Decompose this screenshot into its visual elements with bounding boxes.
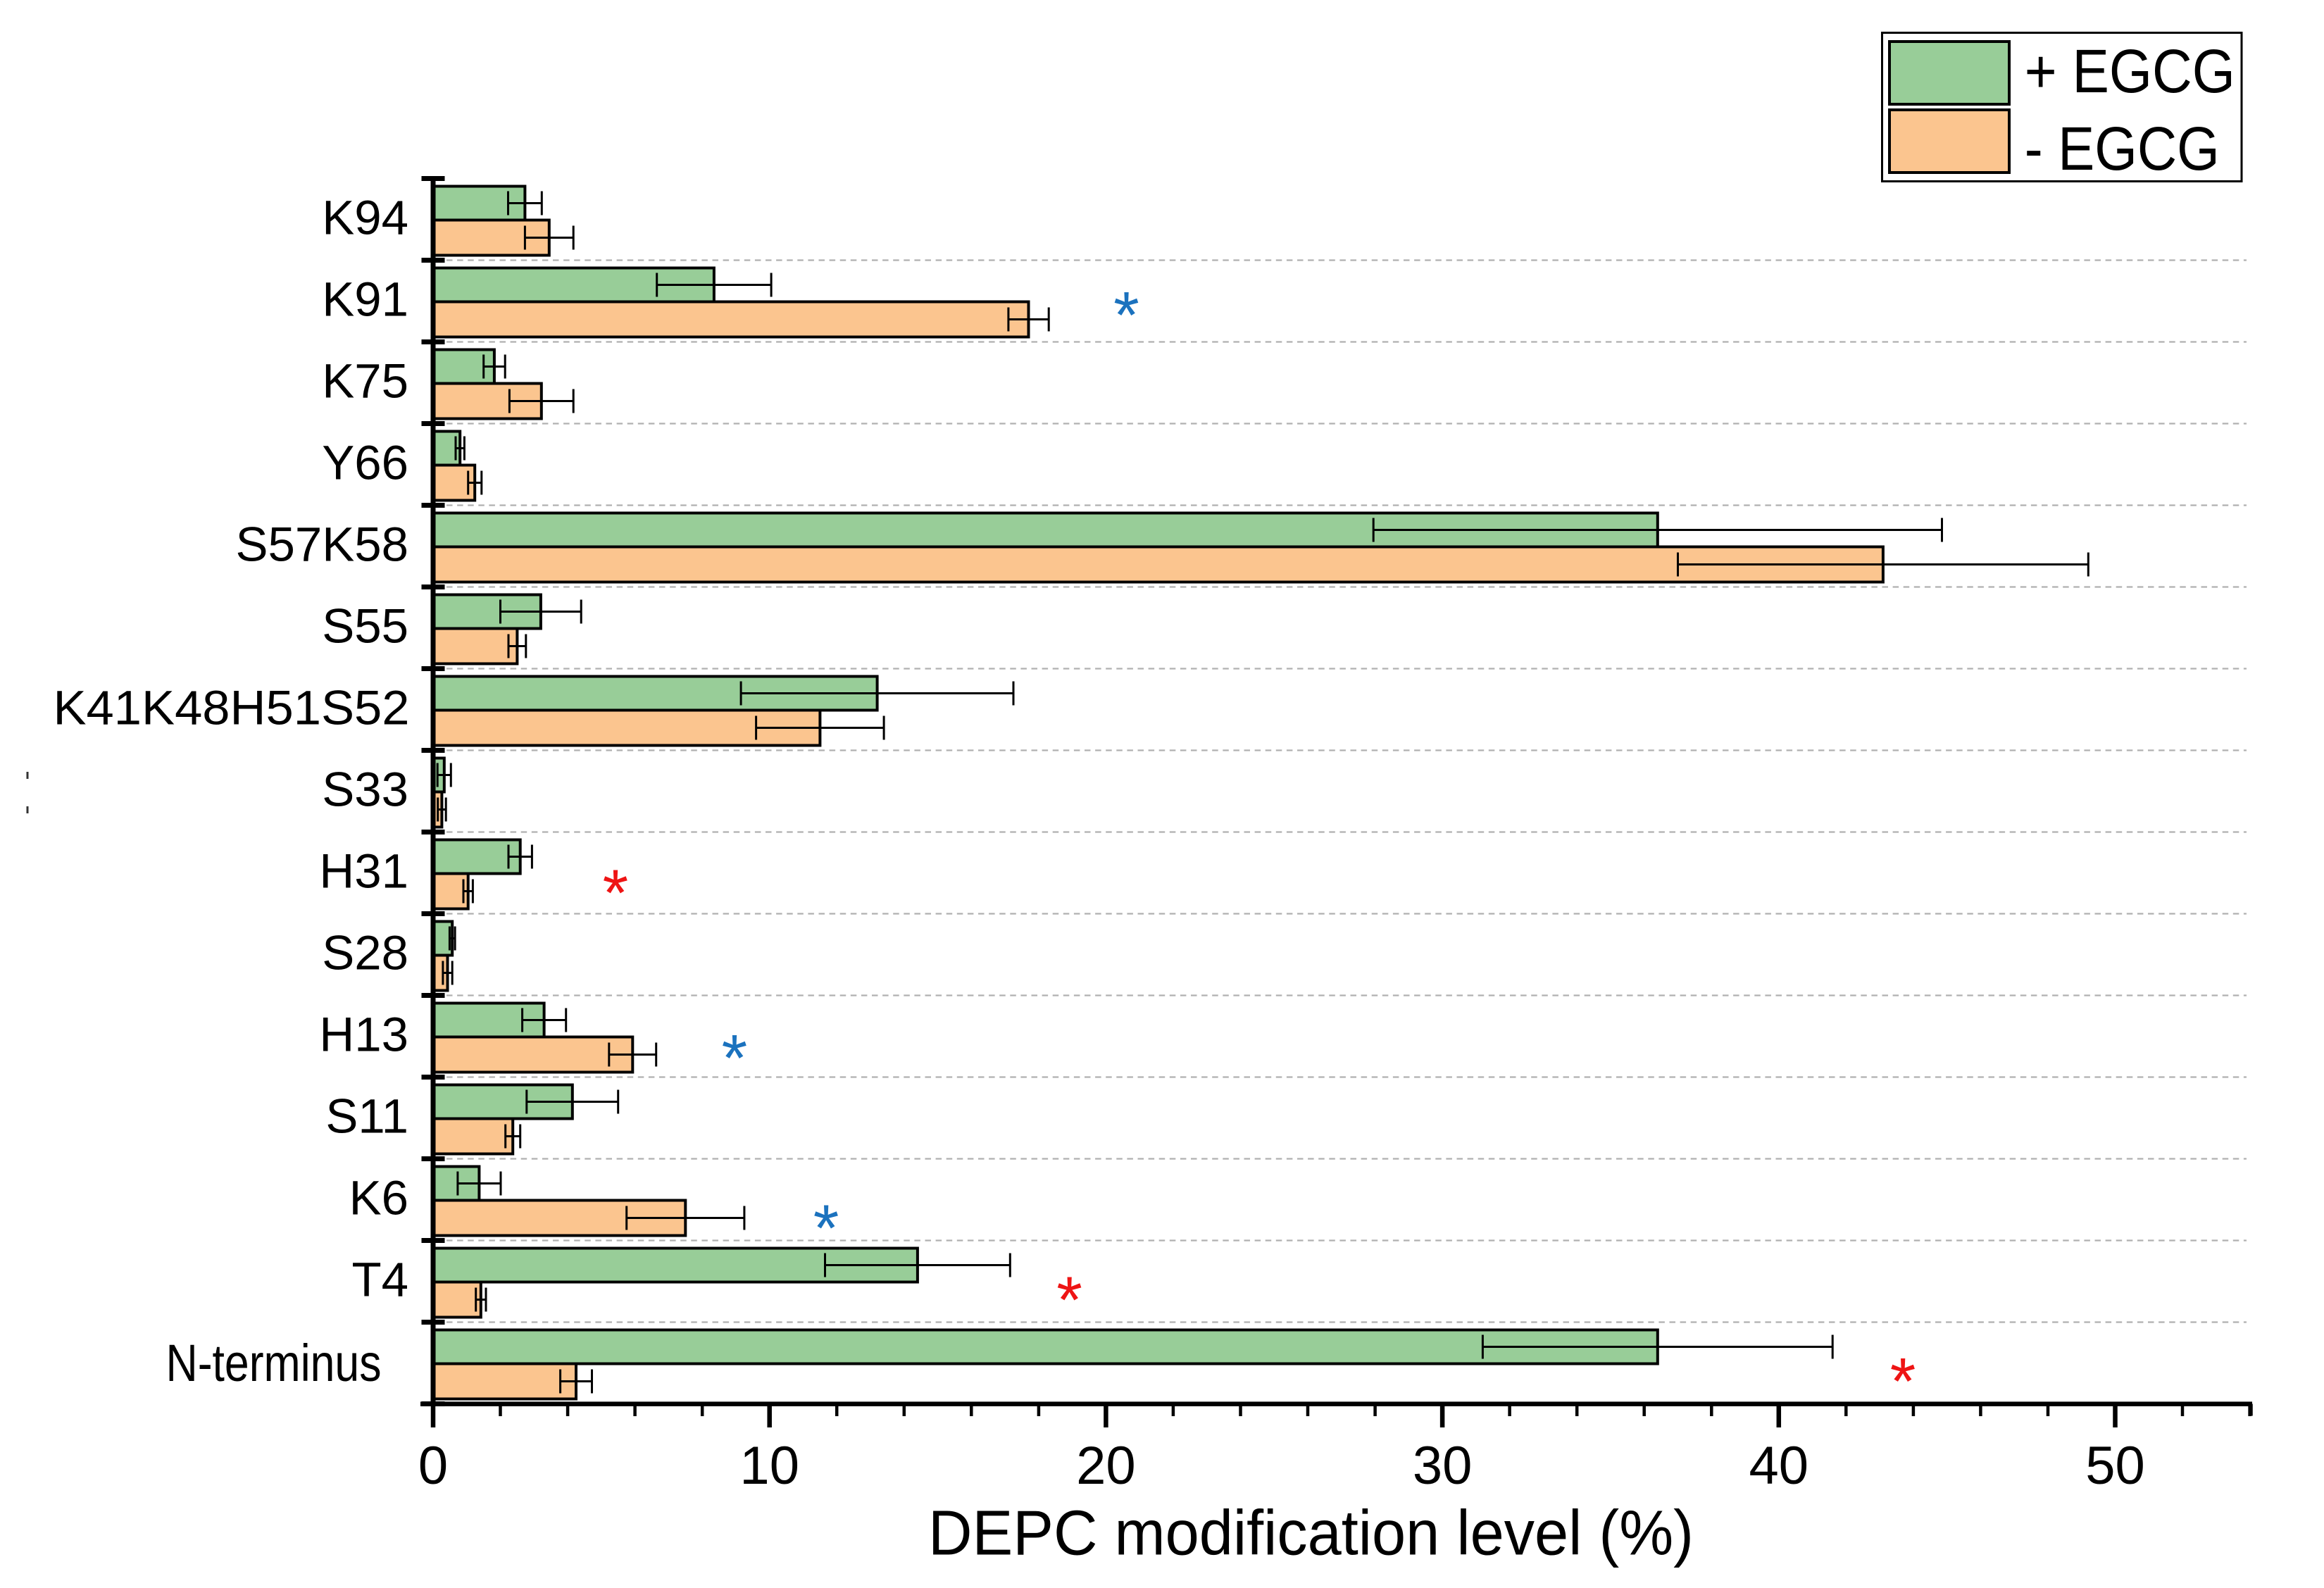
svg-text:50: 50 (2085, 1436, 2145, 1496)
svg-text:*: * (813, 1191, 839, 1265)
svg-text:*: * (1056, 1263, 1082, 1337)
svg-text:S33: S33 (322, 763, 408, 817)
svg-text:40: 40 (1749, 1436, 1809, 1496)
svg-text:K94: K94 (322, 191, 408, 245)
svg-text:S57K58: S57K58 (235, 518, 408, 572)
svg-text:S11: S11 (325, 1089, 408, 1144)
svg-text:Y66: Y66 (322, 436, 408, 490)
svg-text:10: 10 (739, 1436, 799, 1496)
svg-text:T4: T4 (351, 1253, 408, 1307)
svg-text:H13: H13 (319, 1008, 408, 1062)
svg-text:- EGCG: - EGCG (2025, 115, 2220, 183)
svg-text:*: * (1113, 278, 1139, 352)
svg-text:K6: K6 (349, 1171, 408, 1225)
svg-text:+ EGCG: + EGCG (2025, 37, 2235, 106)
svg-text:N-terminus: N-terminus (166, 1334, 382, 1392)
svg-text:*: * (603, 856, 629, 930)
svg-text:S55: S55 (322, 599, 408, 654)
svg-text:30: 30 (1413, 1436, 1473, 1496)
svg-text:20: 20 (1076, 1436, 1136, 1496)
svg-text:*: * (722, 1021, 748, 1095)
svg-text:*: * (1890, 1344, 1916, 1418)
svg-text:0: 0 (418, 1436, 448, 1496)
svg-text:H31: H31 (319, 844, 408, 899)
svg-text:K75: K75 (322, 354, 408, 408)
svg-text:K91: K91 (322, 273, 408, 327)
svg-text:S28: S28 (322, 926, 408, 980)
svg-text:K41K48H51S52: K41K48H51S52 (54, 681, 410, 735)
svg-text:DEPC modification level (%): DEPC modification level (%) (928, 1499, 1694, 1569)
